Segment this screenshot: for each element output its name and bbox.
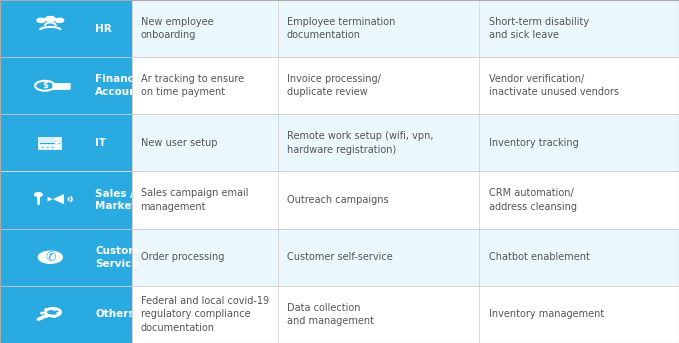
Circle shape: [44, 147, 46, 149]
Circle shape: [56, 146, 58, 148]
Bar: [0, 172, 132, 229]
Bar: [132, 114, 679, 172]
Circle shape: [53, 316, 56, 317]
Text: New user setup: New user setup: [141, 138, 217, 148]
Circle shape: [56, 142, 58, 144]
Circle shape: [35, 193, 42, 197]
Bar: [132, 286, 679, 343]
Bar: [39, 138, 61, 140]
Text: ✆: ✆: [45, 251, 56, 264]
Text: Sales /
Marketing: Sales / Marketing: [95, 189, 155, 212]
Text: Outreach campaigns: Outreach campaigns: [287, 195, 388, 205]
Text: Federal and local covid-19
regulatory compliance
documentation: Federal and local covid-19 regulatory co…: [141, 296, 269, 333]
Polygon shape: [48, 194, 64, 204]
Text: IT: IT: [95, 138, 107, 148]
Text: Ar tracking to ensure
on time payment: Ar tracking to ensure on time payment: [141, 74, 244, 97]
Bar: [132, 0, 679, 57]
Circle shape: [53, 309, 56, 310]
Circle shape: [38, 251, 62, 263]
Circle shape: [45, 309, 48, 310]
Text: New employee
onboarding: New employee onboarding: [141, 17, 213, 40]
Bar: [132, 229, 679, 286]
Circle shape: [45, 16, 55, 22]
Circle shape: [37, 18, 45, 22]
Bar: [132, 172, 679, 229]
Circle shape: [41, 312, 43, 314]
Text: Short-term disability
and sick leave: Short-term disability and sick leave: [489, 17, 589, 40]
Bar: [0, 114, 132, 172]
Text: Finance /
Accounting: Finance / Accounting: [95, 74, 162, 97]
Circle shape: [45, 316, 48, 317]
Circle shape: [56, 18, 64, 22]
Circle shape: [59, 147, 61, 149]
Bar: [132, 57, 679, 114]
Text: HR: HR: [95, 24, 112, 34]
Circle shape: [56, 138, 58, 140]
Text: Inventory tracking: Inventory tracking: [489, 138, 579, 148]
Circle shape: [39, 147, 41, 149]
Bar: [0, 0, 132, 57]
Bar: [39, 146, 61, 149]
Text: Invoice processing/
duplicate review: Invoice processing/ duplicate review: [287, 74, 380, 97]
Text: Sales campaign email
management: Sales campaign email management: [141, 189, 248, 212]
Text: Order processing: Order processing: [141, 252, 224, 262]
Circle shape: [57, 312, 60, 314]
Text: Data collection
and management: Data collection and management: [287, 303, 373, 326]
Circle shape: [54, 147, 56, 149]
Text: Inventory management: Inventory management: [489, 309, 604, 319]
Text: Customer
Service: Customer Service: [95, 246, 152, 269]
Bar: [39, 142, 61, 144]
Text: CRM automation/
address cleansing: CRM automation/ address cleansing: [489, 189, 577, 212]
Text: Customer self-service: Customer self-service: [287, 252, 392, 262]
Text: Employee termination
documentation: Employee termination documentation: [287, 17, 395, 40]
Text: Others: Others: [95, 309, 135, 319]
Bar: [0, 57, 132, 114]
Bar: [0, 229, 132, 286]
Text: Remote work setup (wifi, vpn,
hardware registration): Remote work setup (wifi, vpn, hardware r…: [287, 131, 433, 154]
Text: Chatbot enablement: Chatbot enablement: [489, 252, 590, 262]
Text: Vendor verification/
inactivate unused vendors: Vendor verification/ inactivate unused v…: [489, 74, 619, 97]
Bar: [0, 286, 132, 343]
Circle shape: [49, 147, 52, 149]
Text: $: $: [42, 81, 48, 90]
